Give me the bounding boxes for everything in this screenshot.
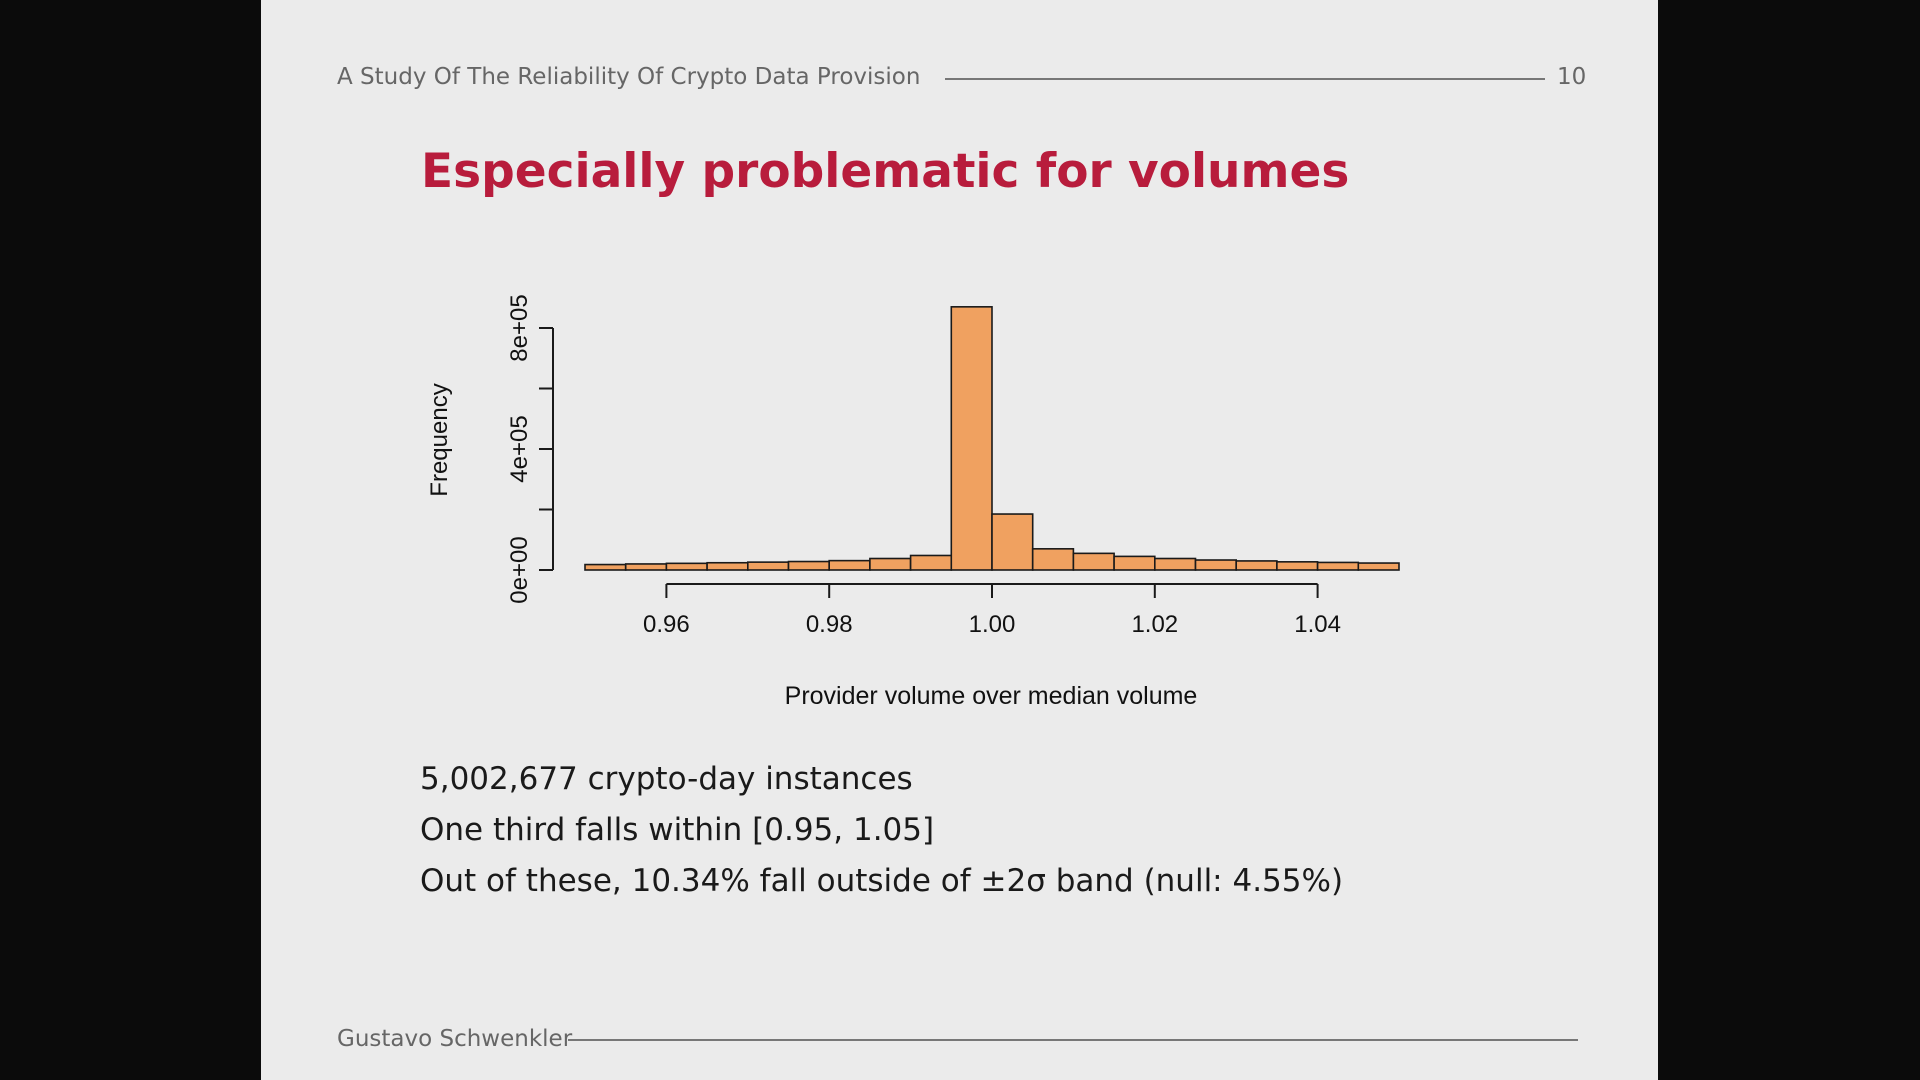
- histogram-bar: [1235, 560, 1278, 571]
- histogram-bar: [665, 562, 708, 571]
- histogram-bar: [828, 559, 871, 571]
- y-tick-label: 4e+05: [506, 415, 533, 482]
- histogram-bar: [624, 563, 668, 571]
- histogram-bar: [1194, 559, 1238, 571]
- instances-count-text: 5,002,677 crypto-day instances: [420, 761, 913, 797]
- histogram-bar: [909, 554, 953, 571]
- range-text: One third falls within [0.95, 1.05]: [420, 812, 935, 848]
- x-tick-label: 0.96: [643, 611, 690, 638]
- footer-divider: [568, 1039, 1578, 1041]
- histogram-bar: [1316, 561, 1360, 571]
- histogram-bar: [1276, 561, 1319, 571]
- slide-body: 5,002,677 crypto-day instances One third…: [420, 754, 1343, 907]
- histogram-bar: [746, 561, 790, 571]
- outside-band-text: Out of these, 10.34% fall outside of ±2σ…: [420, 863, 1344, 899]
- histogram-bar: [991, 513, 1034, 571]
- histogram-bar: [1357, 562, 1400, 571]
- y-tick-label: 8e+05: [506, 294, 533, 361]
- histogram-bar: [1072, 552, 1115, 571]
- histogram-chart: 0e+00 4e+05 8e+05 0.96 0.98 1.00 1.02 1.04 Fre…: [426, 294, 1400, 710]
- histogram-bar: [869, 557, 912, 571]
- histogram-bar: [787, 560, 831, 571]
- y-axis-label: Frequency: [426, 383, 453, 496]
- footer-author: Gustavo Schwenkler: [337, 1026, 573, 1052]
- histogram-bar: [950, 306, 993, 571]
- histogram-bar: [1153, 557, 1197, 571]
- slide-title: Especially problematic for volumes: [421, 144, 1350, 199]
- x-tick-label: 1.04: [1294, 611, 1341, 638]
- x-tick-label: 1.02: [1131, 611, 1178, 638]
- header-divider: [945, 78, 1545, 80]
- histogram-bar: [706, 561, 749, 571]
- x-axis-label: Provider volume over median volume: [785, 682, 1198, 710]
- y-tick-label: 0e+00: [506, 536, 533, 603]
- histogram-bar: [584, 563, 627, 571]
- x-tick-label: 0.98: [806, 611, 853, 638]
- histogram-bar: [1113, 555, 1156, 571]
- slide: A Study Of The Reliability Of Crypto Dat…: [261, 0, 1658, 1080]
- x-tick-label: 1.00: [969, 611, 1016, 638]
- presentation-title: A Study Of The Reliability Of Crypto Dat…: [337, 64, 921, 90]
- histogram-bar: [1031, 548, 1075, 571]
- page-number: 10: [1557, 64, 1587, 90]
